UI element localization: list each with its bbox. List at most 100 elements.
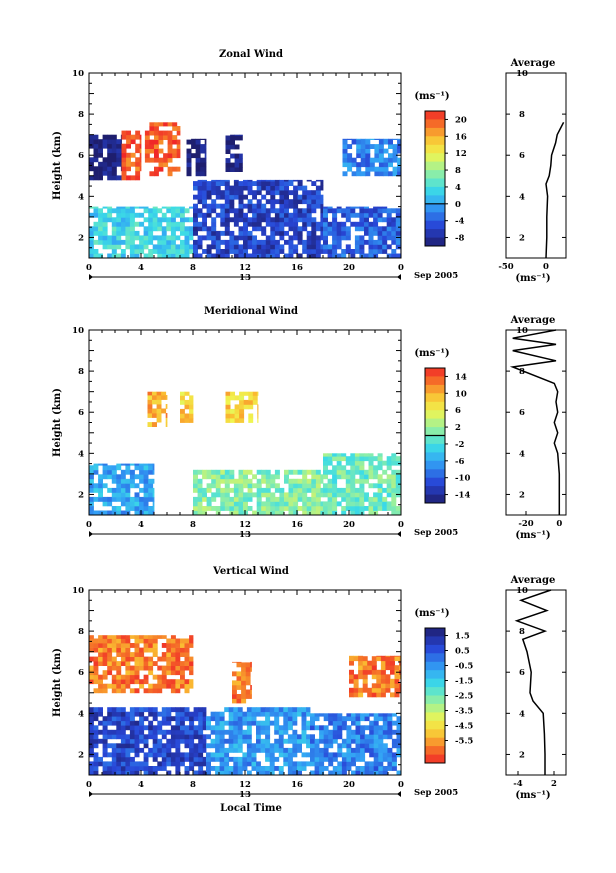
heatmap-cell [256,743,261,749]
heatmap-cell [175,212,181,218]
heatmap-cell [323,492,328,498]
heatmap-cell [323,235,328,241]
heatmap-cell [278,734,284,740]
heatmap-cell [238,181,244,186]
heatmap-cell [107,635,113,639]
heatmap-cell [107,134,113,140]
heatmap-cell [351,752,356,758]
heatmap-cell [167,157,173,163]
heatmap-cell [219,770,225,776]
heatmap-cell [243,506,248,511]
heatmap-cell [245,694,251,699]
heatmap-cell [93,661,99,666]
heatmap-cell [129,253,135,259]
heatmap-cell [152,235,158,241]
heatmap-cell [246,747,252,753]
heatmap-cell [332,487,338,493]
heatmap-cell [359,483,365,489]
heatmap-cell [246,752,252,758]
heatmap-cell [120,770,126,776]
heatmap-cell [189,235,194,241]
heatmap-cell [341,716,347,722]
heatmap-cell [116,707,122,713]
heatmap-cell [93,770,99,776]
heatmap-cell [116,161,122,167]
heatmap-cell [220,239,226,245]
heatmap-cell [116,747,122,753]
heatmap-cell [274,217,280,223]
heatmap-cell [293,230,299,236]
heatmap-cell [139,143,142,149]
heatmap-cell [387,756,393,762]
heatmap-cell [368,208,374,214]
heatmap-cell [130,134,136,140]
heatmap-cell [252,253,257,259]
heatmap-cell [364,506,369,511]
heatmap-cell [251,756,257,762]
colorbar-segment [425,737,445,747]
heatmap-cell [369,747,375,753]
colorbar-segment [425,111,445,120]
heatmap-cell [242,738,248,744]
heatmap-cell [107,647,113,653]
heatmap-cell [345,474,351,480]
heatmap-cell [189,766,195,771]
heatmap-cell [302,469,308,475]
heatmap-cell [265,244,271,250]
heatmap-cell [195,171,201,177]
day-label: 13 [239,530,251,540]
heatmap-cell [310,770,315,776]
heatmap-cell [341,496,347,502]
heatmap-cell [152,206,158,209]
heatmap-cell [170,647,176,653]
heatmap-cell [184,770,190,776]
heatmap-cell [351,720,356,726]
heatmap-cell [161,711,167,717]
heatmap-cell [350,474,356,480]
heatmap-cell [256,226,262,232]
heatmap-cell [270,217,276,223]
colorbar-tick-label: 2 [455,423,461,433]
colorbar-segment [425,435,445,445]
heatmap-cell [129,756,135,762]
heatmap-cell [390,665,395,671]
heatmap-cell [360,716,366,722]
heatmap-cell [373,483,379,489]
heatmap-cell [120,230,126,236]
heatmap-cell [391,456,397,462]
heatmap-cell [373,716,379,722]
heatmap-cell [399,683,402,689]
heatmap-cell [373,752,379,758]
heatmap-cell [143,487,149,493]
heatmap-cell [175,738,181,744]
heatmap-cell [233,496,239,502]
heatmap-cell [167,171,173,177]
heatmap-cell [202,487,207,493]
heatmap-cell [98,152,103,158]
heatmap-cell [116,492,122,498]
heatmap-cell [323,716,329,722]
heatmap-cell [382,239,388,245]
heatmap-cell [251,766,257,771]
heatmap-cell [93,638,99,644]
heatmap-cell [107,761,113,767]
heatmap-cell [211,469,217,475]
heatmap-cell [198,766,204,771]
heatmap-cell [148,635,154,639]
heatmap-cell [126,139,131,145]
heatmap-cell [346,734,352,740]
heatmap-cell [270,226,276,232]
heatmap-cell [125,208,131,214]
heatmap-cell [391,743,397,749]
heatmap-cell [386,478,392,484]
heatmap-cell [143,679,149,685]
heatmap-cell [161,729,167,735]
heatmap-cell [314,766,320,771]
heatmap-cell [246,729,252,735]
heatmap-cell [328,743,334,749]
heatmap-cell [388,144,393,149]
heatmap-cell [364,453,369,457]
heatmap-cell [297,734,302,740]
heatmap-cell [143,474,149,480]
date-label: Sep 2005 [414,528,458,538]
